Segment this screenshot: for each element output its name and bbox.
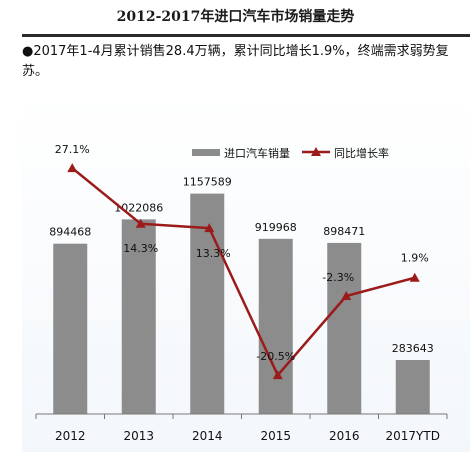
legend-line-marker	[311, 147, 321, 156]
x-tick-label: 2017YTD	[386, 429, 440, 443]
growth-rate-label: 14.3%	[123, 242, 158, 255]
bar-2017YTD	[395, 359, 430, 414]
growth-rate-marker	[135, 218, 146, 228]
bar-2015	[258, 238, 293, 414]
bar-2012	[53, 243, 88, 414]
bar-2013	[121, 219, 156, 414]
bar-value-label: 283643	[392, 342, 434, 355]
bar-value-label: 898471	[323, 225, 365, 238]
growth-rate-marker	[341, 291, 352, 301]
growth-rate-label: 13.3%	[196, 247, 231, 260]
x-tick-label: 2015	[260, 429, 291, 443]
growth-rate-label: 27.1%	[55, 143, 90, 156]
growth-rate-label: -2.3%	[322, 271, 354, 284]
bar-2016	[327, 242, 362, 414]
title-divider	[22, 34, 470, 37]
bar-value-label: 894468	[49, 226, 91, 239]
legend-line-label: 同比增长率	[334, 146, 389, 160]
x-tick-label: 2014	[192, 429, 223, 443]
growth-rate-marker	[67, 163, 78, 173]
growth-rate-marker	[409, 272, 420, 282]
legend-bar-label: 进口汽车销量	[224, 146, 290, 160]
growth-rate-line	[71, 167, 416, 377]
x-tick-label: 2012	[55, 429, 86, 443]
chart-title: 2012-2017年进口汽车市场销量走势	[116, 9, 355, 25]
legend-bar-swatch	[192, 149, 220, 156]
growth-rate-label: -20.5%	[256, 350, 295, 363]
bar-value-label: 919968	[255, 221, 297, 234]
growth-rate-marker	[204, 223, 215, 233]
growth-rate-label: 1.9%	[401, 252, 429, 265]
summary-note: ●2017年1-4月累计销售28.4万辆，累计同比增长1.9%，终端需求弱势复苏…	[22, 44, 449, 79]
bar-value-label: 1157589	[183, 176, 232, 189]
x-tick-label: 2013	[123, 429, 154, 443]
x-tick-label: 2016	[329, 429, 360, 443]
growth-rate-marker	[272, 370, 283, 380]
chart-panel	[22, 94, 470, 452]
